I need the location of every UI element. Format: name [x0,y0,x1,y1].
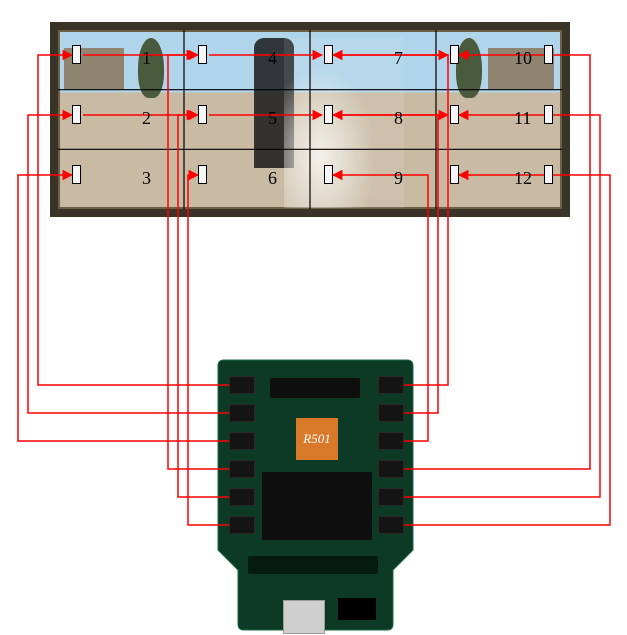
board-header [378,376,404,394]
panel-label-12: 12 [514,169,532,187]
panel-label-5: 5 [268,109,277,127]
panel-port-3 [72,165,81,184]
board-chip [262,472,372,540]
panel-port-7 [324,45,333,64]
panel-label-3: 3 [142,169,151,187]
panel-label-8: 8 [394,109,403,127]
board-chip [248,556,378,574]
panel-port-extra [544,165,553,184]
board-header [229,404,255,422]
panel-port-11 [450,105,459,124]
board-header [378,488,404,506]
panel-port-extra [544,45,553,64]
panel-port-5 [198,105,207,124]
board-header [378,404,404,422]
panel-label-4: 4 [268,49,277,67]
panel-port-9 [324,165,333,184]
panel-port-2 [72,105,81,124]
board-header [229,488,255,506]
panel-port-6 [198,165,207,184]
board-header [229,432,255,450]
panel-label-10: 10 [514,49,532,67]
panel-label-6: 6 [268,169,277,187]
diagram-canvas: R501 123456789101112 [0,0,627,635]
panel-port-10 [450,45,459,64]
board-header [378,460,404,478]
board-model-text: R501 [303,431,330,447]
terminal-block [338,598,376,620]
panel-label-1: 1 [142,49,151,67]
panel-label-11: 11 [514,109,531,127]
ethernet-port [283,600,325,634]
panel-port-4 [198,45,207,64]
board-header [229,376,255,394]
board-header [229,460,255,478]
board-header [229,516,255,534]
panel-port-1 [72,45,81,64]
board-header [378,516,404,534]
panel-label-7: 7 [394,49,403,67]
panel-label-2: 2 [142,109,151,127]
board-chip [270,378,360,398]
panel-port-12 [450,165,459,184]
panel-label-9: 9 [394,169,403,187]
panel-port-extra [544,105,553,124]
panel-port-8 [324,105,333,124]
board-header [378,432,404,450]
board-model-label: R501 [296,418,338,460]
